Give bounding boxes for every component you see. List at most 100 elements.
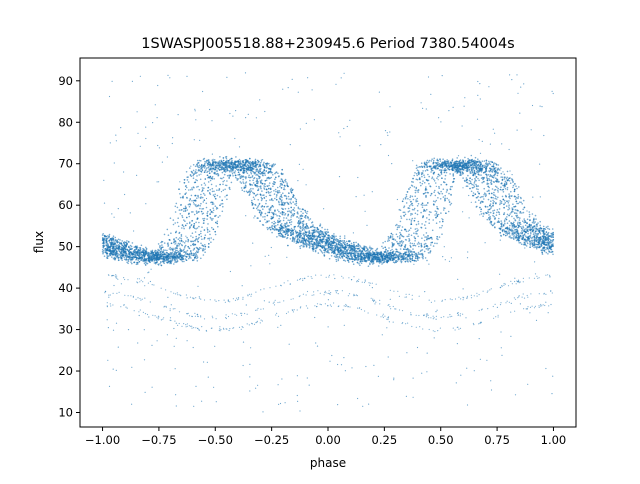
data-point <box>253 168 255 170</box>
data-point <box>122 246 125 248</box>
data-point <box>208 230 211 233</box>
data-point <box>315 230 318 232</box>
data-point <box>259 180 262 182</box>
data-point <box>409 201 412 203</box>
data-point <box>480 196 483 198</box>
data-point <box>498 180 500 183</box>
data-point <box>334 253 337 255</box>
data-point <box>333 233 335 235</box>
data-point <box>212 194 215 196</box>
data-point <box>243 190 246 193</box>
data-point <box>441 224 444 227</box>
data-point <box>113 239 115 242</box>
data-point <box>411 195 414 198</box>
data-point <box>414 240 416 242</box>
data-point <box>246 191 249 194</box>
data-point <box>531 241 533 244</box>
data-point <box>339 235 342 238</box>
data-point <box>315 235 317 237</box>
data-point <box>104 249 107 252</box>
data-point <box>289 219 291 222</box>
data-point <box>295 198 298 201</box>
data-point <box>180 203 182 206</box>
data-point <box>436 162 438 164</box>
data-point <box>194 165 197 168</box>
data-point <box>396 235 399 238</box>
data-point <box>509 237 512 239</box>
data-point <box>534 231 537 233</box>
data-point <box>423 174 425 176</box>
data-point <box>474 201 477 203</box>
data-point <box>210 241 212 243</box>
data-point <box>547 227 549 230</box>
data-point <box>256 168 259 171</box>
data-point <box>199 178 202 181</box>
data-point <box>112 257 115 260</box>
data-point <box>524 228 527 230</box>
data-point <box>131 262 133 265</box>
data-point <box>414 244 417 247</box>
data-point <box>294 230 297 232</box>
data-point <box>498 208 501 210</box>
data-point <box>408 218 411 221</box>
data-point <box>467 157 469 160</box>
data-point <box>398 244 401 247</box>
data-point <box>188 203 191 205</box>
data-point <box>196 186 198 188</box>
data-point <box>141 260 144 262</box>
data-point <box>258 185 260 188</box>
data-point <box>191 200 193 202</box>
data-point <box>420 203 423 206</box>
data-point <box>483 193 485 196</box>
data-point <box>400 229 403 232</box>
data-point <box>337 259 340 262</box>
data-point <box>398 226 400 229</box>
data-point <box>188 247 191 250</box>
data-point <box>296 239 299 241</box>
data-point <box>334 256 337 259</box>
data-point <box>290 187 293 190</box>
data-point <box>451 158 454 160</box>
data-point <box>210 183 213 186</box>
data-point <box>103 255 106 257</box>
data-point <box>339 257 342 259</box>
data-point <box>278 217 280 220</box>
data-point <box>424 242 427 245</box>
data-point <box>190 254 193 256</box>
data-point <box>285 195 287 197</box>
data-point <box>477 188 479 191</box>
data-point <box>535 218 537 220</box>
data-point <box>201 213 204 215</box>
data-point <box>474 179 477 181</box>
data-point <box>161 244 163 246</box>
data-point <box>172 250 174 252</box>
data-point <box>496 174 499 177</box>
data-point <box>204 244 206 246</box>
data-point <box>214 233 217 236</box>
data-point <box>417 241 420 244</box>
data-point <box>517 202 520 205</box>
data-point <box>472 192 475 194</box>
data-point <box>411 208 414 211</box>
data-point <box>312 250 315 252</box>
data-point <box>444 178 446 180</box>
data-point <box>382 247 385 249</box>
data-point <box>290 227 293 230</box>
data-point <box>429 250 432 253</box>
data-point <box>517 221 519 224</box>
data-point <box>201 238 203 240</box>
data-point <box>526 222 528 224</box>
data-point <box>260 187 262 190</box>
data-point <box>377 265 380 267</box>
data-point <box>238 158 241 161</box>
data-point <box>231 159 233 162</box>
data-point <box>465 185 468 187</box>
data-point <box>508 180 511 182</box>
data-point <box>184 220 186 222</box>
data-point <box>365 253 368 256</box>
data-point <box>482 215 484 217</box>
data-point <box>267 211 269 214</box>
data-point <box>444 194 447 197</box>
data-point <box>540 249 542 251</box>
data-point <box>278 210 280 213</box>
